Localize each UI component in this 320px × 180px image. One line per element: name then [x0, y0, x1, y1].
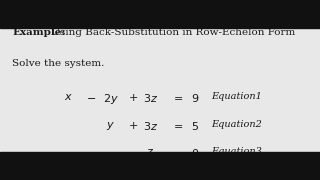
Text: $3z$: $3z$ — [143, 120, 158, 132]
Text: Example:: Example: — [12, 28, 65, 37]
Text: $=$: $=$ — [172, 147, 184, 157]
Text: $+$: $+$ — [128, 120, 138, 131]
Text: Using Back-Substitution in Row-Echelon Form: Using Back-Substitution in Row-Echelon F… — [48, 28, 295, 37]
Bar — [0, 152, 320, 180]
Text: $3z$: $3z$ — [143, 92, 158, 104]
Text: $z$: $z$ — [146, 147, 155, 157]
Text: $=$: $=$ — [172, 120, 184, 130]
Text: Solve the system.: Solve the system. — [12, 59, 105, 68]
Text: $0$: $0$ — [191, 147, 199, 159]
Text: Equation2: Equation2 — [211, 120, 262, 129]
Text: Equation1: Equation1 — [211, 92, 262, 101]
Bar — [0, 0, 320, 28]
Text: $2y$: $2y$ — [102, 92, 118, 106]
Text: Equation3: Equation3 — [211, 147, 262, 156]
Text: $y$: $y$ — [106, 120, 115, 132]
Text: $9$: $9$ — [191, 92, 199, 104]
Text: $-$: $-$ — [86, 92, 96, 102]
Text: $+$: $+$ — [128, 92, 138, 103]
Text: $=$: $=$ — [172, 92, 184, 102]
Text: $5$: $5$ — [191, 120, 199, 132]
Text: $x$: $x$ — [64, 92, 73, 102]
